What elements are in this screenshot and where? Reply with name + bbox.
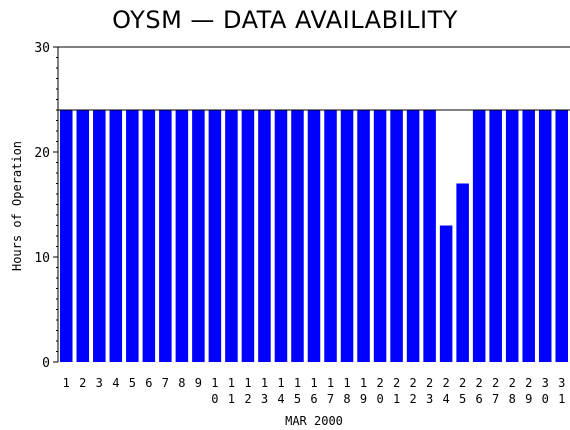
x-tick-label: 1 <box>63 376 70 390</box>
bar-5 <box>126 110 139 362</box>
bar-16 <box>307 110 321 362</box>
x-ticks-group: 1 2 3 4 5 6 7 8 9 1 01 11 21 31 41 51 61 71 81 92 02 12 22 32 42… <box>63 376 566 406</box>
bar-23 <box>423 110 436 362</box>
x-tick-label: 5 <box>129 376 136 390</box>
bar-22 <box>406 110 420 362</box>
bar-10 <box>208 110 222 362</box>
bar-30 <box>538 110 552 362</box>
bar-27 <box>489 110 502 362</box>
bar-12 <box>241 110 255 362</box>
bar-24 <box>439 225 453 362</box>
bar-14 <box>274 110 288 362</box>
bar-8 <box>175 110 189 362</box>
x-tick-label: 6 <box>145 376 152 390</box>
bar-25 <box>456 183 469 362</box>
bar-9 <box>192 110 205 362</box>
chart-title: OYSM — DATA AVAILABILITY <box>112 6 458 34</box>
bar-1 <box>60 110 73 362</box>
bar-15 <box>291 110 304 362</box>
x-tick-label: 2 <box>79 376 86 390</box>
bar-20 <box>373 110 387 362</box>
y-axis-label: Hours of Operation <box>10 141 24 271</box>
bar-17 <box>324 110 337 362</box>
bar-11 <box>225 110 238 362</box>
bar-28 <box>505 110 519 362</box>
x-tick-label: 3 <box>96 376 103 390</box>
bar-3 <box>93 110 106 362</box>
y-tick-label: 20 <box>34 146 50 161</box>
bar-19 <box>357 110 370 362</box>
bar-18 <box>340 110 354 362</box>
bar-31 <box>555 110 568 362</box>
bar-21 <box>390 110 403 362</box>
x-axis-label: MAR 2000 <box>285 414 343 428</box>
y-tick-label: 30 <box>34 41 50 56</box>
bar-13 <box>258 110 271 362</box>
y-tick-label: 10 <box>34 251 50 266</box>
bar-2 <box>76 110 90 362</box>
x-tick-label: 9 <box>195 376 202 390</box>
x-tick-label: 7 <box>162 376 169 390</box>
bar-26 <box>472 110 486 362</box>
bar-7 <box>159 110 172 362</box>
bar-29 <box>522 110 535 362</box>
bars-group <box>60 110 568 362</box>
x-tick-label: 4 <box>112 376 119 390</box>
x-tick-label: 8 <box>178 376 185 390</box>
y-ticks-group: 0 10 20 30 <box>34 41 58 371</box>
bar-4 <box>109 110 123 362</box>
y-tick-label: 0 <box>42 356 50 371</box>
bar-6 <box>142 110 156 362</box>
